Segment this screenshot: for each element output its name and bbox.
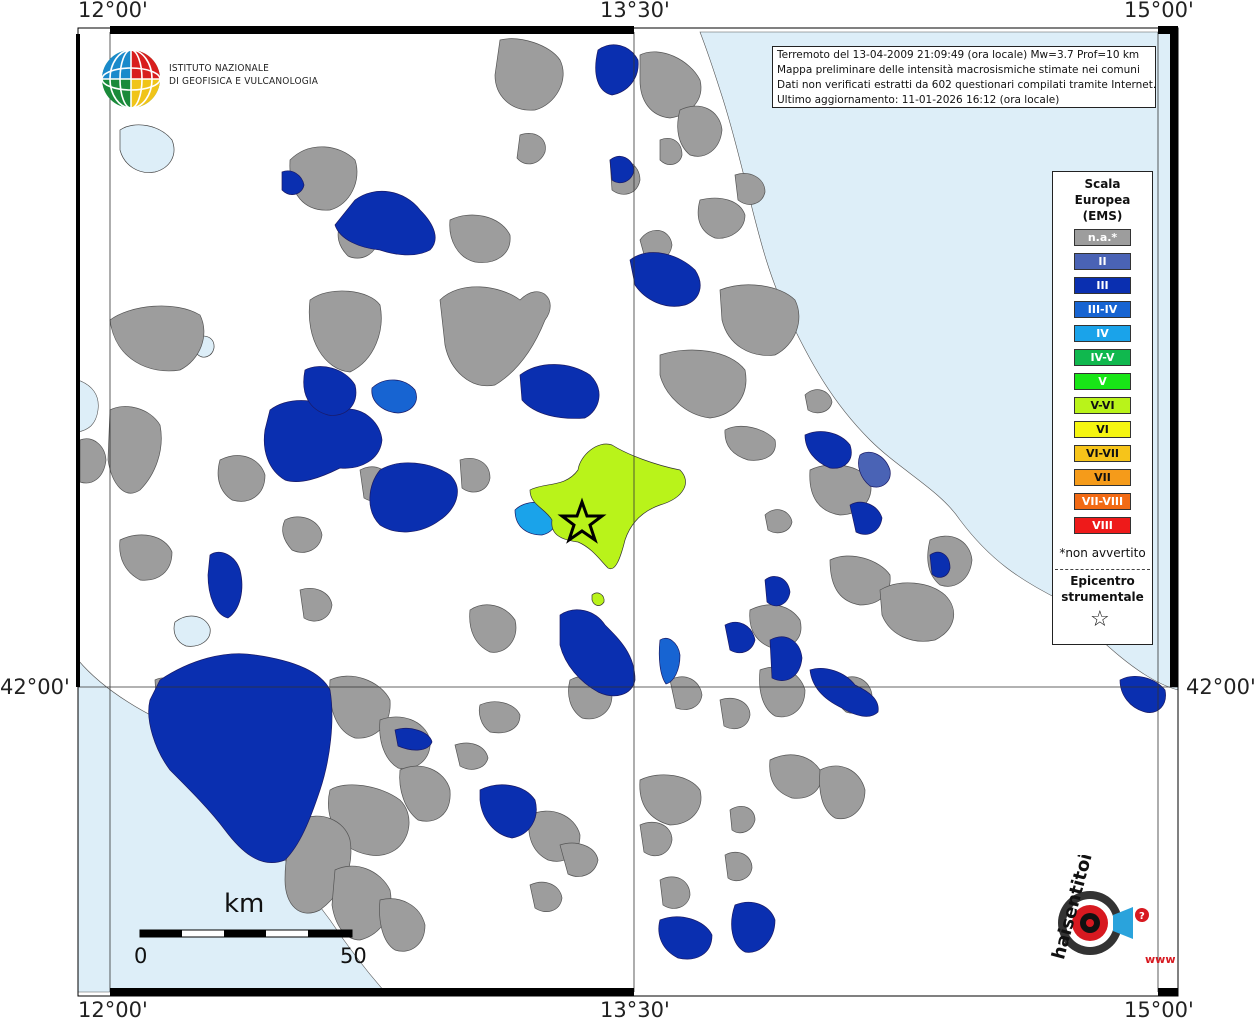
epicenter-star-marker — [557, 497, 607, 544]
legend-epicenter-label: Epicentro strumentale — [1053, 573, 1152, 605]
map-frame — [76, 26, 1179, 997]
lon-label-bottom-mid: 13°30' — [600, 998, 670, 1022]
legend-swatch: III — [1074, 277, 1131, 294]
scale-unit-label: km — [224, 889, 265, 919]
event-info-line: Dati non verificati estratti da 602 ques… — [777, 79, 1157, 91]
scale-start-label: 0 — [134, 944, 148, 968]
legend-swatch: V — [1074, 373, 1131, 390]
legend-divider — [1055, 569, 1150, 570]
event-info-box: Terremoto del 13-04-2009 21:09:49 (ora l… — [772, 46, 1156, 108]
graticule — [78, 32, 1178, 992]
globe-icon — [101, 49, 161, 109]
legend-not-felt-note: *non avvertito — [1059, 546, 1146, 560]
haisentito-www: www. — [1145, 953, 1175, 966]
ingv-name-line1: ISTITUTO NAZIONALE — [169, 63, 269, 74]
ingv-name-line2: DI GEOFISICA E VULCANOLOGIA — [169, 76, 319, 87]
haisentito-logo: ? haisentitoilterremoto.it www. — [1025, 725, 1179, 975]
legend-title-line1: Scala — [1084, 177, 1121, 191]
seismograph-target-icon: ? haisentitoilterremoto.it www. — [1048, 725, 1179, 966]
legend-swatch: II — [1074, 253, 1131, 270]
event-info-line: Mappa preliminare delle intensità macros… — [777, 64, 1140, 76]
lon-label-bottom-left: 12°00' — [78, 998, 148, 1022]
lon-label-bottom-right: 15°00' — [1124, 998, 1194, 1022]
legend-swatch: III-IV — [1074, 301, 1131, 318]
legend-swatch: IV — [1074, 325, 1131, 342]
legend-swatch: VI-VII — [1074, 445, 1131, 462]
ems-legend: Scala Europea (EMS) n.a.* II III III-IV IV IV… — [1052, 171, 1153, 645]
legend-swatch: VII-VIII — [1074, 493, 1131, 510]
lat-label-right: 42°00' — [1186, 675, 1255, 699]
legend-swatch: VIII — [1074, 517, 1131, 534]
legend-swatch: VII — [1074, 469, 1131, 486]
svg-text:?: ? — [1139, 911, 1145, 922]
scale-bar — [139, 929, 353, 938]
left-coast-sea — [77, 379, 99, 433]
scale-end-label: 50 — [340, 944, 367, 968]
event-info-line: Terremoto del 13-04-2009 21:09:49 (ora l… — [777, 49, 1140, 61]
legend-epicenter-line1: Epicentro — [1070, 574, 1135, 588]
lon-label-top-mid: 13°30' — [600, 0, 670, 22]
legend-title-line3: (EMS) — [1082, 209, 1123, 223]
legend-title-line2: Europea — [1074, 193, 1131, 207]
legend-swatch: VI — [1074, 421, 1131, 438]
lat-label-left: 42°00' — [0, 675, 70, 699]
lake-bolsena — [119, 124, 175, 173]
legend-swatch: IV-V — [1074, 349, 1131, 366]
legend-star-icon: ☆ — [1090, 607, 1110, 632]
lake-bracciano — [173, 615, 211, 647]
legend-swatch: n.a.* — [1074, 229, 1131, 246]
legend-swatch: V-VI — [1074, 397, 1131, 414]
lon-label-top-right: 15°00' — [1124, 0, 1194, 22]
legend-epicenter-line2: strumentale — [1061, 590, 1144, 604]
municipalities-iii — [148, 44, 1166, 960]
municipalities-iii-iv — [371, 379, 681, 685]
event-info-line: Ultimo aggiornamento: 11-01-2026 16:12 (… — [777, 94, 1060, 106]
municipalities-ii — [858, 451, 891, 488]
lon-label-top-left: 12°00' — [78, 0, 148, 22]
ingv-logo: ISTITUTO NAZIONALE DI GEOFISICA E VULCAN… — [100, 48, 330, 110]
